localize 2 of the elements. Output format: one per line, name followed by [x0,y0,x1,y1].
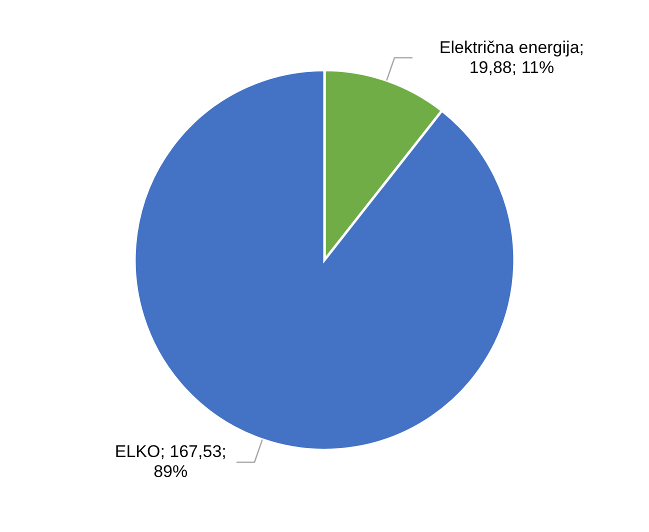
slice-label: ELKO; 167,53; 89% [114,442,226,482]
slice-label: Električna energija; 19,88; 11% [439,38,584,77]
